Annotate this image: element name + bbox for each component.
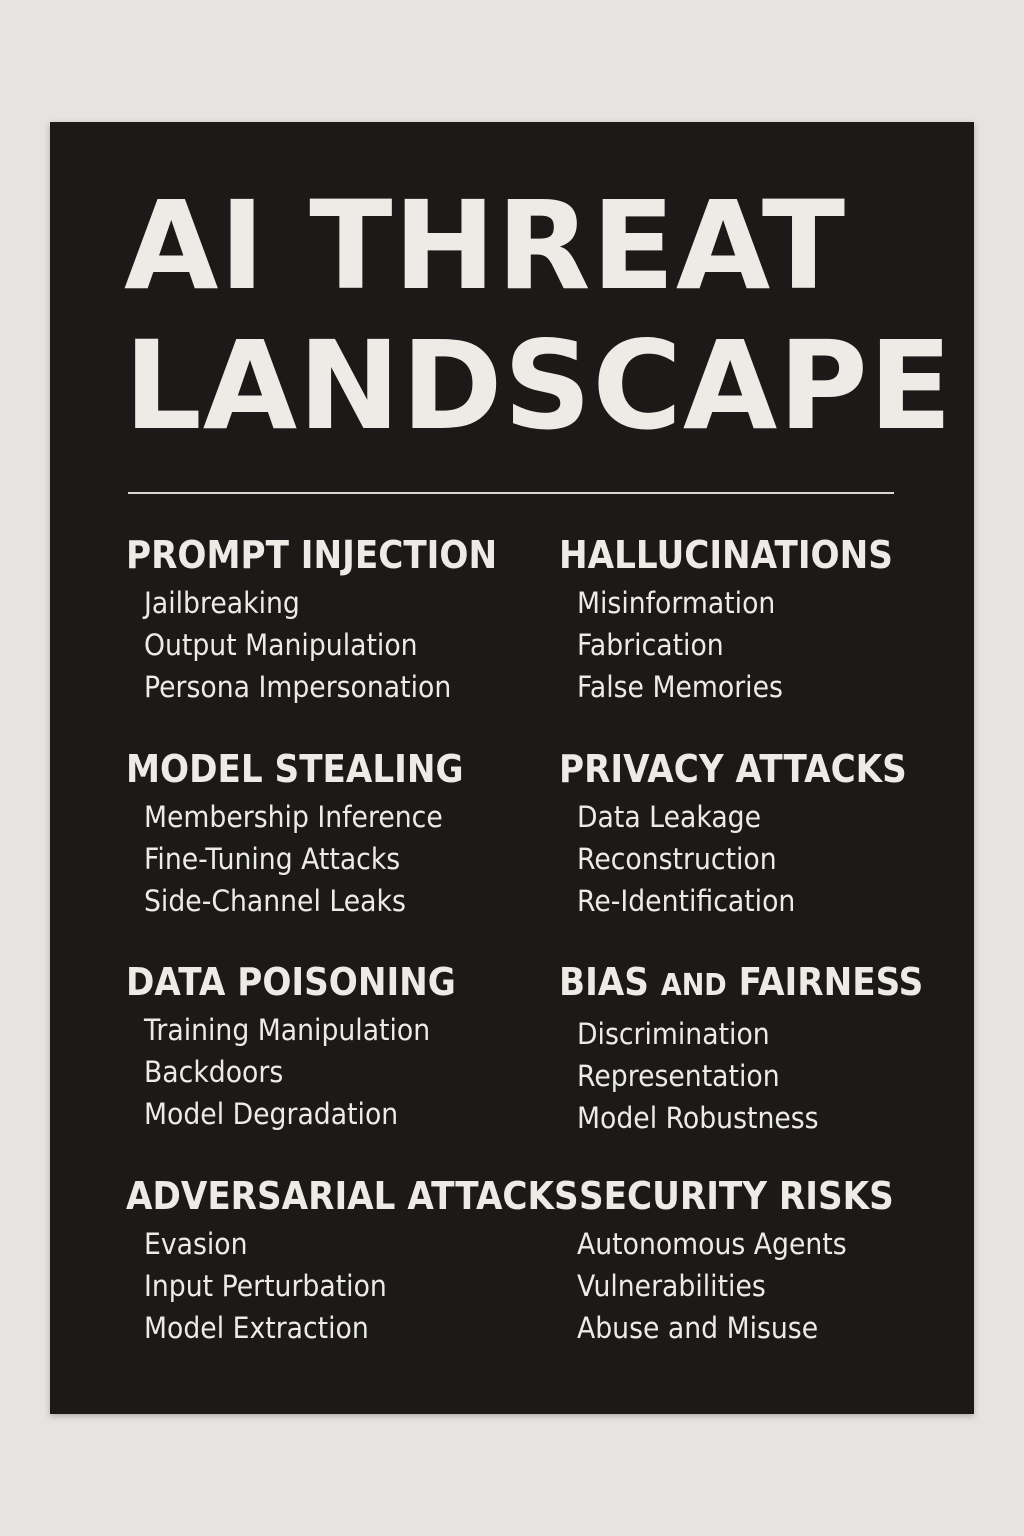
list-item: Evasion [144,1227,248,1261]
threat-list: Data Leakage Reconstruction Re-Identific… [577,796,945,922]
list-item: Model Extraction [144,1311,369,1345]
divider-rule [128,492,894,494]
list-item: Output Manipulation [144,628,418,662]
section-heading: ADVERSARIAL ATTACKS [126,1174,579,1218]
threat-list: Autonomous Agents Vulnerabilities Abuse … [577,1223,929,1349]
list-item: Fine-Tuning Attacks [144,842,401,876]
section-heading: SECURITY RISKS [579,1174,894,1218]
threat-list: Training Manipulation Backdoors Model De… [144,1009,493,1135]
list-item: Fabrication [577,628,724,662]
list-item: Misinformation [577,586,776,620]
list-item: Representation [577,1059,780,1093]
poster-title: AI THREAT LANDSCAPE [124,176,953,456]
threat-list: Misinformation Fabrication False Memorie… [577,582,930,708]
list-item: Input Perturbation [144,1269,387,1303]
section-adversarial-attacks: ADVERSARIAL ATTACKS Evasion Input Pertur… [126,1173,629,1349]
list-item: Reconstruction [577,842,777,876]
section-hallucinations: HALLUCINATIONS Misinformation Fabricatio… [559,532,930,708]
poster: AI THREAT LANDSCAPE PROMPT INJECTION Jai… [50,122,974,1414]
section-heading: HALLUCINATIONS [559,533,893,577]
heading-word-fairness: FAIRNESS [738,960,924,1004]
threat-list: Membership Inference Fine-Tuning Attacks… [144,796,501,922]
list-item: Jailbreaking [144,586,300,620]
list-item: Backdoors [144,1055,284,1089]
list-item: False Memories [577,670,783,704]
threat-list: Discrimination Representation Model Robu… [577,1013,964,1139]
list-item: Autonomous Agents [577,1227,847,1261]
list-item: Abuse and Misuse [577,1311,819,1345]
section-heading: DATA POISONING [126,960,456,1004]
list-item: Vulnerabilities [577,1269,766,1303]
section-data-poisoning: DATA POISONING Training Manipulation Bac… [126,959,493,1135]
list-item: Model Robustness [577,1101,819,1135]
list-item: Model Degradation [144,1097,399,1131]
section-heading: MODEL STEALING [126,747,464,791]
title-line-2: LANDSCAPE [124,315,954,457]
list-item: Re-Identification [577,884,796,918]
list-item: Data Leakage [577,800,762,834]
threat-list: Evasion Input Perturbation Model Extract… [144,1223,629,1349]
list-item: Persona Impersonation [144,670,452,704]
list-item: Membership Inference [144,800,443,834]
section-bias-and-fairness: BIAS AND FAIRNESS Discrimination Represe… [559,959,964,1139]
section-heading: PROMPT INJECTION [126,533,498,577]
title-line-1: AI THREAT [124,175,847,317]
section-heading: BIAS AND FAIRNESS [559,959,923,1009]
section-heading: PRIVACY ATTACKS [559,747,907,791]
section-privacy-attacks: PRIVACY ATTACKS Data Leakage Reconstruct… [559,746,945,922]
section-prompt-injection: PROMPT INJECTION Jailbreaking Output Man… [126,532,538,708]
heading-word-bias: BIAS [559,960,649,1004]
list-item: Training Manipulation [144,1013,431,1047]
section-model-stealing: MODEL STEALING Membership Inference Fine… [126,746,501,922]
section-security-risks: SECURITY RISKS Autonomous Agents Vulnera… [577,1173,929,1349]
list-item: Discrimination [577,1017,770,1051]
list-item: Side-Channel Leaks [144,884,406,918]
threat-list: Jailbreaking Output Manipulation Persona… [144,582,538,708]
heading-word-and: AND [660,968,727,1003]
